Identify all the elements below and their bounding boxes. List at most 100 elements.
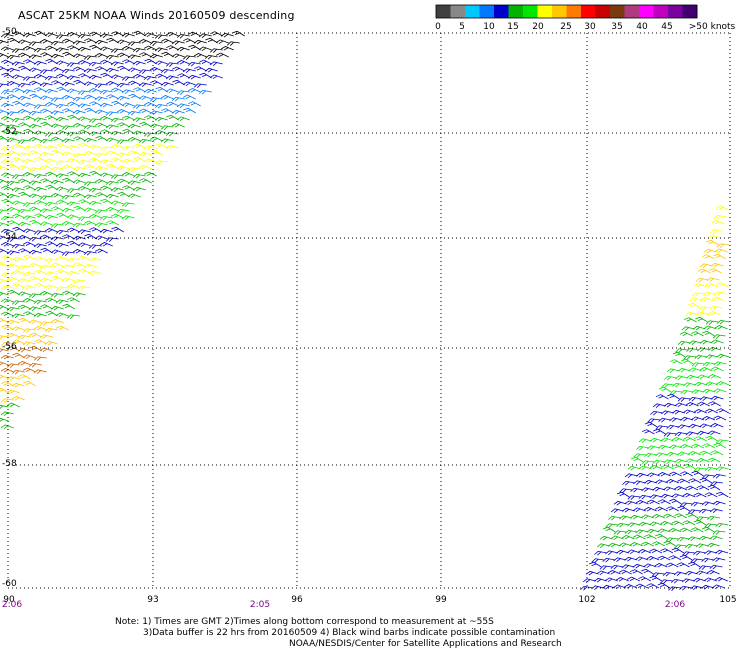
wind-barb	[0, 122, 9, 128]
wind-barb	[33, 356, 47, 361]
wind-barb	[160, 81, 174, 87]
wind-barb	[116, 139, 130, 144]
wind-barb	[77, 60, 91, 65]
wind-barb	[646, 528, 660, 534]
wind-barb	[693, 467, 707, 472]
wind-barb	[83, 220, 97, 226]
wind-barb	[11, 187, 25, 193]
wind-barb	[121, 145, 135, 151]
wind-barb	[704, 523, 718, 528]
wind-barb	[33, 186, 47, 192]
wind-barb	[646, 499, 660, 505]
wind-barb	[647, 418, 661, 423]
wind-barb	[696, 516, 709, 521]
wind-barb	[676, 536, 690, 542]
wind-barb	[688, 509, 701, 514]
wind-barb	[619, 488, 633, 493]
wind-barb	[709, 564, 723, 570]
wind-barb	[655, 425, 669, 430]
wind-barb	[61, 290, 75, 296]
wind-barb	[182, 68, 196, 74]
wind-barb	[55, 103, 69, 109]
wind-barb	[6, 124, 20, 130]
wind-barb	[139, 178, 152, 184]
wind-barb	[50, 53, 64, 59]
wind-barb	[44, 284, 58, 290]
wind-barb	[18, 374, 31, 380]
wind-barb	[44, 171, 58, 177]
wind-barb	[635, 472, 649, 478]
wind-barb	[650, 410, 663, 416]
wind-barb	[607, 542, 621, 548]
wind-barb	[0, 53, 9, 58]
wind-barb	[44, 102, 58, 107]
wind-barb	[618, 569, 632, 575]
wind-barb	[706, 277, 720, 283]
wind-barb	[193, 83, 207, 88]
wind-barb	[127, 80, 141, 86]
wind-barb	[77, 186, 91, 191]
wind-barb	[699, 423, 713, 429]
wind-barb	[33, 173, 47, 179]
wind-barb	[171, 123, 185, 128]
wind-barb	[33, 230, 47, 235]
wind-barb	[154, 60, 168, 66]
wind-barb	[605, 523, 619, 528]
wind-barb	[72, 166, 86, 172]
wind-barb	[28, 306, 42, 312]
wind-barb	[66, 75, 80, 81]
wind-barb	[705, 435, 718, 442]
wind-barb	[11, 339, 25, 345]
wind-barb	[72, 40, 86, 46]
wind-barb	[45, 310, 58, 317]
wind-barb	[683, 382, 697, 388]
wind-barb	[666, 479, 680, 484]
wind-barb	[668, 555, 682, 561]
wind-barb	[144, 115, 157, 121]
wind-barb	[55, 256, 69, 261]
wind-barb	[660, 437, 674, 443]
wind-barb	[12, 352, 25, 359]
wind-barb	[138, 151, 152, 157]
wind-barb	[176, 33, 190, 39]
wind-barb	[50, 97, 64, 102]
wind-barb	[110, 213, 124, 219]
wind-barb	[50, 292, 64, 298]
wind-barb	[0, 387, 9, 394]
wind-barb	[646, 472, 660, 478]
wind-barb	[607, 570, 621, 575]
wind-barb	[33, 299, 47, 305]
wind-barb	[161, 51, 174, 58]
wind-barb	[77, 229, 91, 235]
wind-barb	[55, 229, 69, 235]
wind-barb	[705, 320, 719, 325]
time-label: 2:06	[1, 600, 23, 610]
wind-barb	[657, 499, 671, 505]
wind-barb	[674, 431, 688, 437]
wind-barb	[66, 188, 80, 193]
wind-barb	[193, 53, 207, 58]
wind-barb	[72, 192, 86, 198]
wind-barb	[94, 248, 108, 254]
wind-barb	[585, 570, 599, 576]
wind-barb	[44, 32, 58, 38]
wind-barb	[149, 123, 163, 129]
wind-barb	[685, 485, 699, 491]
wind-barb	[198, 89, 212, 95]
wind-barb	[6, 150, 20, 156]
wind-barb	[613, 530, 627, 535]
wind-barb	[674, 375, 688, 381]
wind-barb	[715, 439, 729, 444]
wind-barb	[11, 74, 25, 80]
wind-barb	[7, 94, 20, 100]
wind-barb	[647, 445, 660, 451]
wind-barb	[160, 125, 174, 130]
wind-barb	[673, 571, 687, 577]
wind-barb	[0, 361, 9, 367]
wind-barb	[714, 577, 728, 582]
wind-barb	[84, 38, 97, 44]
wind-barb	[1, 324, 14, 331]
wind-barb	[715, 282, 729, 288]
wind-barb	[116, 82, 130, 88]
wind-barb	[644, 452, 658, 458]
